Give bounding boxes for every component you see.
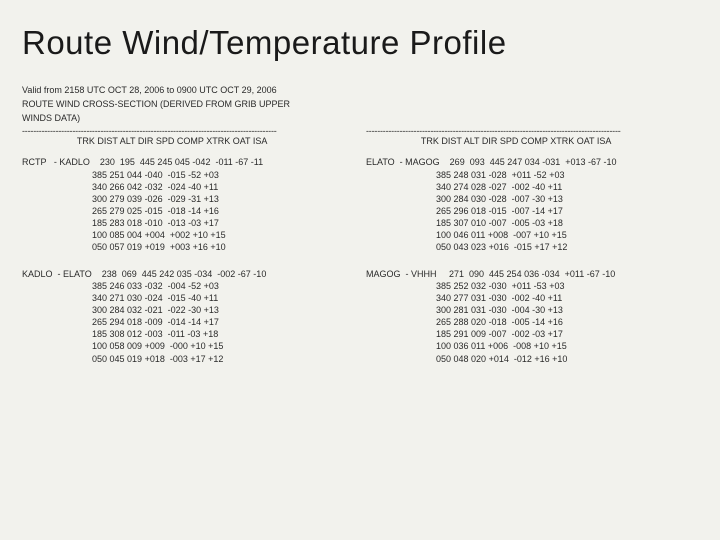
data-row: 050 057 019 +019 +003 +16 +10 [22,241,342,253]
data-row: 300 284 030 -028 -007 -30 +13 [366,193,686,205]
meta-valid-time: Valid from 2158 UTC OCT 28, 2006 to 0900… [22,84,698,96]
data-row: 100 058 009 +009 -000 +10 +15 [22,340,342,352]
data-row: 050 045 019 +018 -003 +17 +12 [22,353,342,365]
data-row: 185 291 009 -007 -002 -03 +17 [366,328,686,340]
meta-source-1: ROUTE WIND CROSS-SECTION (DERIVED FROM G… [22,98,698,110]
data-row: 385 246 033 -032 -004 -52 +03 [22,280,342,292]
page-title: Route Wind/Temperature Profile [22,24,698,62]
data-row: 385 248 031 -028 +011 -52 +03 [366,169,686,181]
data-row: 100 036 011 +006 -008 +10 +15 [366,340,686,352]
data-row: 340 266 042 -032 -024 -40 +11 [22,181,342,193]
data-row: 185 307 010 -007 -005 -03 +18 [366,217,686,229]
data-row: ELATO - MAGOG 269 093 445 247 034 -031 +… [366,156,686,168]
data-row: 300 279 039 -026 -029 -31 +13 [22,193,342,205]
data-row: 300 284 032 -021 -022 -30 +13 [22,304,342,316]
data-row: 050 043 023 +016 -015 +17 +12 [366,241,686,253]
data-columns: ----------------------------------------… [22,126,698,378]
data-row: 385 252 032 -030 +011 -53 +03 [366,280,686,292]
data-row: 185 308 012 -003 -011 -03 +18 [22,328,342,340]
route-block: MAGOG - VHHH 271 090 445 254 036 -034 +0… [366,268,686,365]
route-block: RCTP - KADLO 230 195 445 245 045 -042 -0… [22,156,342,253]
slide: Route Wind/Temperature Profile Valid fro… [0,0,720,540]
column-headers: TRK DIST ALT DIR SPD COMP XTRK OAT ISA [22,136,342,146]
meta-source-2: WINDS DATA) [22,112,698,124]
data-row: 265 294 018 -009 -014 -14 +17 [22,316,342,328]
data-row: 265 288 020 -018 -005 -14 +16 [366,316,686,328]
data-row: 185 283 018 -010 -013 -03 +17 [22,217,342,229]
data-row: 050 048 020 +014 -012 +16 +10 [366,353,686,365]
data-row: 340 271 030 -024 -015 -40 +11 [22,292,342,304]
left-column: ----------------------------------------… [22,126,342,378]
separator-line: ----------------------------------------… [22,126,342,136]
data-row: 340 274 028 -027 -002 -40 +11 [366,181,686,193]
right-column: ----------------------------------------… [366,126,686,378]
route-block: ELATO - MAGOG 269 093 445 247 034 -031 +… [366,156,686,253]
data-row: 265 296 018 -015 -007 -14 +17 [366,205,686,217]
data-row: 100 046 011 +008 -007 +10 +15 [366,229,686,241]
column-headers: TRK DIST ALT DIR SPD COMP XTRK OAT ISA [366,136,686,146]
route-block: KADLO - ELATO 238 069 445 242 035 -034 -… [22,268,342,365]
data-row: 265 279 025 -015 -018 -14 +16 [22,205,342,217]
data-row: 385 251 044 -040 -015 -52 +03 [22,169,342,181]
data-row: 100 085 004 +004 +002 +10 +15 [22,229,342,241]
data-row: 340 277 031 -030 -002 -40 +11 [366,292,686,304]
data-row: KADLO - ELATO 238 069 445 242 035 -034 -… [22,268,342,280]
data-row: 300 281 031 -030 -004 -30 +13 [366,304,686,316]
separator-line: ----------------------------------------… [366,126,686,136]
data-row: RCTP - KADLO 230 195 445 245 045 -042 -0… [22,156,342,168]
data-row: MAGOG - VHHH 271 090 445 254 036 -034 +0… [366,268,686,280]
